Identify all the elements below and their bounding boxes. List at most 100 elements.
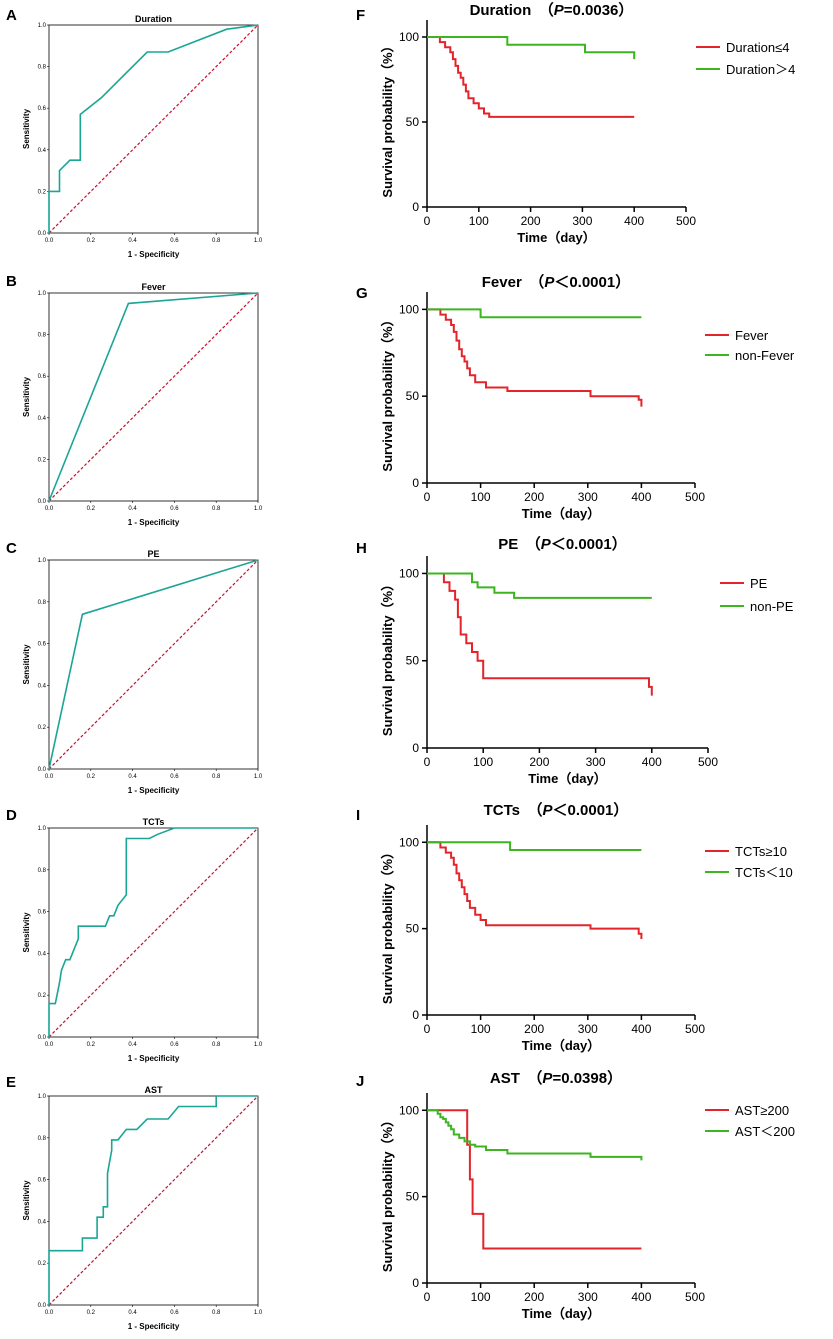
x-axis-label: Time（day） xyxy=(522,506,601,521)
p-label: P xyxy=(541,536,552,553)
title-paren-close: ） xyxy=(618,1,633,19)
x-tick-label: 0 xyxy=(424,1290,431,1304)
chart-title: AST xyxy=(145,1085,164,1095)
x-tick-label: 400 xyxy=(631,1022,651,1036)
p-value: =0.0036 xyxy=(564,2,619,19)
x-axis-label: Time（day） xyxy=(522,1306,601,1321)
x-tick-label: 100 xyxy=(471,490,491,504)
y-tick-label: 0.0 xyxy=(38,1303,47,1309)
roc-panel-c: C PE 0.00.0 0.2 0.2 0.4 0.4 0.6 0.6 0.8 0.8 1.0 1.0 1… xyxy=(6,540,263,795)
chart-title: Fever xyxy=(141,282,166,292)
x-tick-label: 300 xyxy=(578,1290,598,1304)
title-paren-close: ） xyxy=(607,1069,622,1087)
panel-letter: I xyxy=(356,807,360,824)
x-tick-label: 400 xyxy=(631,490,651,504)
title-paren-open: （ xyxy=(531,1,554,19)
x-tick-label: 0 xyxy=(424,214,431,228)
y-tick-label: 0.6 xyxy=(38,910,47,916)
legend-label: Duration≤4 xyxy=(726,40,790,55)
title-name: TCTs xyxy=(484,802,520,819)
plot-frame xyxy=(48,559,259,770)
panel-letter: J xyxy=(356,1073,364,1090)
legend-label: AST＜200 xyxy=(735,1124,795,1139)
legend-label: TCTs≥10 xyxy=(735,844,787,859)
x-tick-label: 0.2 xyxy=(87,506,96,512)
x-tick-label: 500 xyxy=(676,214,696,228)
y-axis-label: Survival probability（%） xyxy=(380,1114,395,1272)
y-tick-label: 0.4 xyxy=(38,951,47,957)
x-tick-label: 0.0 xyxy=(45,1042,54,1048)
chart-title: TCTs xyxy=(143,817,165,827)
title-paren-close: ） xyxy=(613,801,628,819)
chart-title: Duration （P=0.0036） xyxy=(470,1,634,19)
y-tick-label: 0 xyxy=(412,1276,419,1290)
x-tick-label: 400 xyxy=(624,214,644,228)
x-axis-label: 1 - Specificity xyxy=(128,786,180,795)
y-tick-label: 0.2 xyxy=(38,725,47,731)
x-tick-label: 0 xyxy=(424,1022,431,1036)
p-value: ＜0.0001 xyxy=(554,274,615,291)
chart-title: TCTs （P＜0.0001） xyxy=(484,801,629,819)
x-tick-label: 500 xyxy=(685,1290,705,1304)
legend-label: PE xyxy=(750,576,768,591)
title-paren-close: ） xyxy=(615,273,630,291)
x-tick-label: 300 xyxy=(586,755,606,769)
y-axis-label: Survival probability（%） xyxy=(380,39,395,197)
p-label: P xyxy=(554,2,565,19)
y-tick-label: 0.0 xyxy=(38,231,47,237)
y-axis-label: Survival probability（%） xyxy=(380,578,395,736)
y-tick-label: 1.0 xyxy=(38,291,47,297)
y-tick-label: 100 xyxy=(399,835,419,849)
x-tick-label: 100 xyxy=(469,214,489,228)
chart-title: Duration xyxy=(135,14,172,24)
x-tick-label: 0.6 xyxy=(170,774,179,780)
x-tick-label: 0.4 xyxy=(128,238,137,244)
x-tick-label: 400 xyxy=(631,1290,651,1304)
y-tick-label: 0.0 xyxy=(38,1035,47,1041)
y-tick-label: 1.0 xyxy=(38,558,47,564)
title-name: PE xyxy=(498,536,518,553)
y-tick-label: 0.2 xyxy=(38,1261,47,1267)
x-tick-label: 0 xyxy=(424,755,431,769)
y-tick-label: 100 xyxy=(399,566,419,580)
x-axis-label: Time（day） xyxy=(528,771,607,786)
km-panel-j: J AST （P=0.0398） 0 100 200 300 400 500 0 50 100 Tim… xyxy=(356,1069,795,1321)
x-axis-label: 1 - Specificity xyxy=(128,250,180,259)
chart-title: AST （P=0.0398） xyxy=(490,1069,622,1087)
x-tick-label: 200 xyxy=(524,1290,544,1304)
y-tick-label: 0 xyxy=(412,476,419,490)
x-tick-label: 0.4 xyxy=(128,1042,137,1048)
km-curve-green xyxy=(427,308,642,319)
km-curve-red xyxy=(427,308,643,407)
y-tick-label: 0.2 xyxy=(38,189,47,195)
roc-curve xyxy=(48,24,259,233)
title-name: Duration xyxy=(470,2,532,19)
roc-curve xyxy=(48,827,258,1037)
y-tick-label: 0 xyxy=(412,200,419,214)
x-tick-label: 0.0 xyxy=(45,506,54,512)
y-axis-label: Survival probability（%） xyxy=(380,846,395,1004)
legend-label: Fever xyxy=(735,328,769,343)
x-tick-label: 200 xyxy=(524,490,544,504)
y-axis-label: Sensitivity xyxy=(22,644,31,685)
p-value: =0.0398 xyxy=(552,1070,607,1087)
y-tick-label: 0 xyxy=(412,741,419,755)
km-curve-red xyxy=(427,36,635,118)
x-tick-label: 0.4 xyxy=(128,506,137,512)
panel-letter: F xyxy=(356,7,365,24)
panel-letter: D xyxy=(6,807,17,824)
legend-label: Duration＞4 xyxy=(726,62,795,77)
x-tick-label: 300 xyxy=(572,214,592,228)
x-tick-label: 200 xyxy=(524,1022,544,1036)
km-curve-red xyxy=(427,572,653,696)
km-curve-red xyxy=(427,1109,642,1250)
x-tick-label: 0.6 xyxy=(170,506,179,512)
x-tick-label: 0.8 xyxy=(212,238,221,244)
x-tick-label: 0.0 xyxy=(45,774,54,780)
p-value: ＜0.0001 xyxy=(551,536,612,553)
x-axis-label: 1 - Specificity xyxy=(128,1054,180,1063)
chart-title: PE xyxy=(147,549,159,559)
x-tick-label: 1.0 xyxy=(254,1042,263,1048)
y-tick-label: 50 xyxy=(406,922,420,936)
